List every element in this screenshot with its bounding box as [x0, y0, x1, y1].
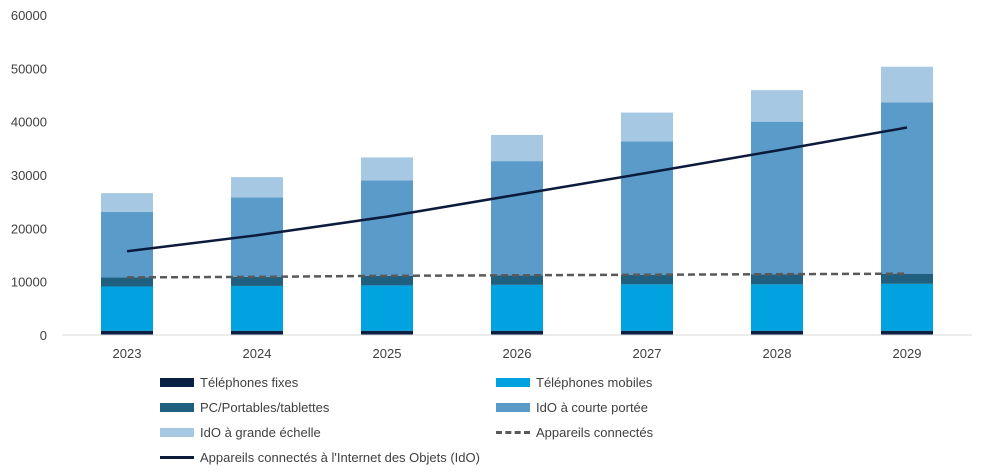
bar-segment	[231, 285, 283, 331]
x-tick-label: 2025	[373, 346, 402, 361]
legend-swatch-appareils-connectes-ido	[160, 455, 194, 459]
bar-segment	[361, 330, 413, 335]
legend-label-appareils-connectes-ido: Appareils connectés à l'Internet des Obj…	[200, 449, 480, 465]
y-tick-label: 30000	[11, 168, 47, 183]
bar-segment	[101, 286, 153, 331]
bar-segment	[101, 330, 153, 335]
bars	[101, 66, 933, 335]
bar-segment	[491, 135, 543, 162]
legend-item-pc-portables-tablettes: PC/Portables/tablettes	[160, 397, 329, 417]
bar-segment	[491, 275, 543, 285]
bar-segment	[101, 277, 153, 287]
bar-segment	[621, 330, 673, 335]
bar-segment	[751, 330, 803, 335]
bar-segment	[361, 180, 413, 276]
legend-swatch-pc-portables-tablettes	[160, 402, 194, 412]
legend-item-telephones-mobiles: Téléphones mobiles	[496, 372, 652, 392]
bar-segment	[101, 193, 153, 212]
bar-segment	[231, 330, 283, 335]
legend-label-telephones-mobiles: Téléphones mobiles	[536, 374, 653, 390]
bar-segment	[881, 283, 933, 331]
line-series-appareils-connectes-ido	[126, 126, 908, 253]
bar-segment	[881, 330, 933, 335]
bar-segment	[881, 273, 933, 284]
legend-label-ido-grande-echelle: IdO à grande échelle	[200, 424, 321, 440]
legend-item-appareils-connectes: Appareils connectés	[496, 422, 653, 442]
x-tick-label: 2026	[503, 346, 532, 361]
y-tick-label: 10000	[11, 275, 47, 290]
y-axis-ticks: 0 10000 20000 30000 40000 50000 60000	[11, 8, 47, 343]
legend-swatch-ido-grande-echelle	[160, 427, 194, 437]
legend-item-appareils-connectes-ido: Appareils connectés à l'Internet des Obj…	[160, 447, 480, 467]
legend-item-telephones-fixes: Téléphones fixes	[160, 372, 298, 392]
bar-segment	[101, 211, 153, 278]
legend-item-ido-grande-echelle: IdO à grande échelle	[160, 422, 321, 442]
legend-label-pc-portables-tablettes: PC/Portables/tablettes	[200, 399, 330, 415]
x-tick-label: 2027	[633, 346, 662, 361]
bar-segment	[751, 121, 803, 275]
x-tick-label: 2028	[763, 346, 792, 361]
legend-swatch-appareils-connectes	[496, 430, 530, 434]
bar-segment	[621, 112, 673, 142]
legend-swatch-telephones-mobiles	[496, 377, 530, 387]
bar-segment	[491, 284, 543, 331]
x-tick-label: 2024	[243, 346, 272, 361]
bar-segment	[881, 66, 933, 103]
bar-segment	[491, 330, 543, 335]
bar-segment	[621, 141, 673, 275]
y-tick-label: 0	[40, 328, 47, 343]
bar-segment	[621, 284, 673, 331]
y-tick-label: 50000	[11, 61, 47, 76]
line-series-appareils-connectes	[126, 272, 908, 279]
legend-label-appareils-connectes: Appareils connectés	[536, 424, 654, 440]
y-tick-label: 40000	[11, 115, 47, 130]
legend-label-telephones-fixes: Téléphones fixes	[200, 374, 299, 390]
x-tick-label: 2029	[893, 346, 922, 361]
bar-segment	[491, 161, 543, 276]
legend-swatch-telephones-fixes	[160, 377, 194, 387]
bar-segment	[231, 276, 283, 286]
bar-segment	[751, 274, 803, 285]
x-axis-ticks: 2023 2024 2025 2026 2027 2028 2029	[113, 346, 922, 361]
y-tick-label: 60000	[11, 8, 47, 23]
bar-segment	[361, 285, 413, 331]
legend-item-ido-courte-portee: IdO à courte portée	[496, 397, 648, 417]
bar-segment	[621, 274, 673, 285]
lines	[126, 126, 908, 279]
x-tick-label: 2023	[113, 346, 142, 361]
legend-swatch-ido-courte-portee	[496, 402, 530, 412]
legend-label-ido-courte-portee: IdO à courte portée	[536, 399, 649, 415]
bar-segment	[361, 157, 413, 181]
bar-segment	[751, 284, 803, 331]
bar-segment	[361, 275, 413, 286]
bar-segment	[751, 90, 803, 122]
bar-segment	[231, 177, 283, 198]
y-tick-label: 20000	[11, 221, 47, 236]
